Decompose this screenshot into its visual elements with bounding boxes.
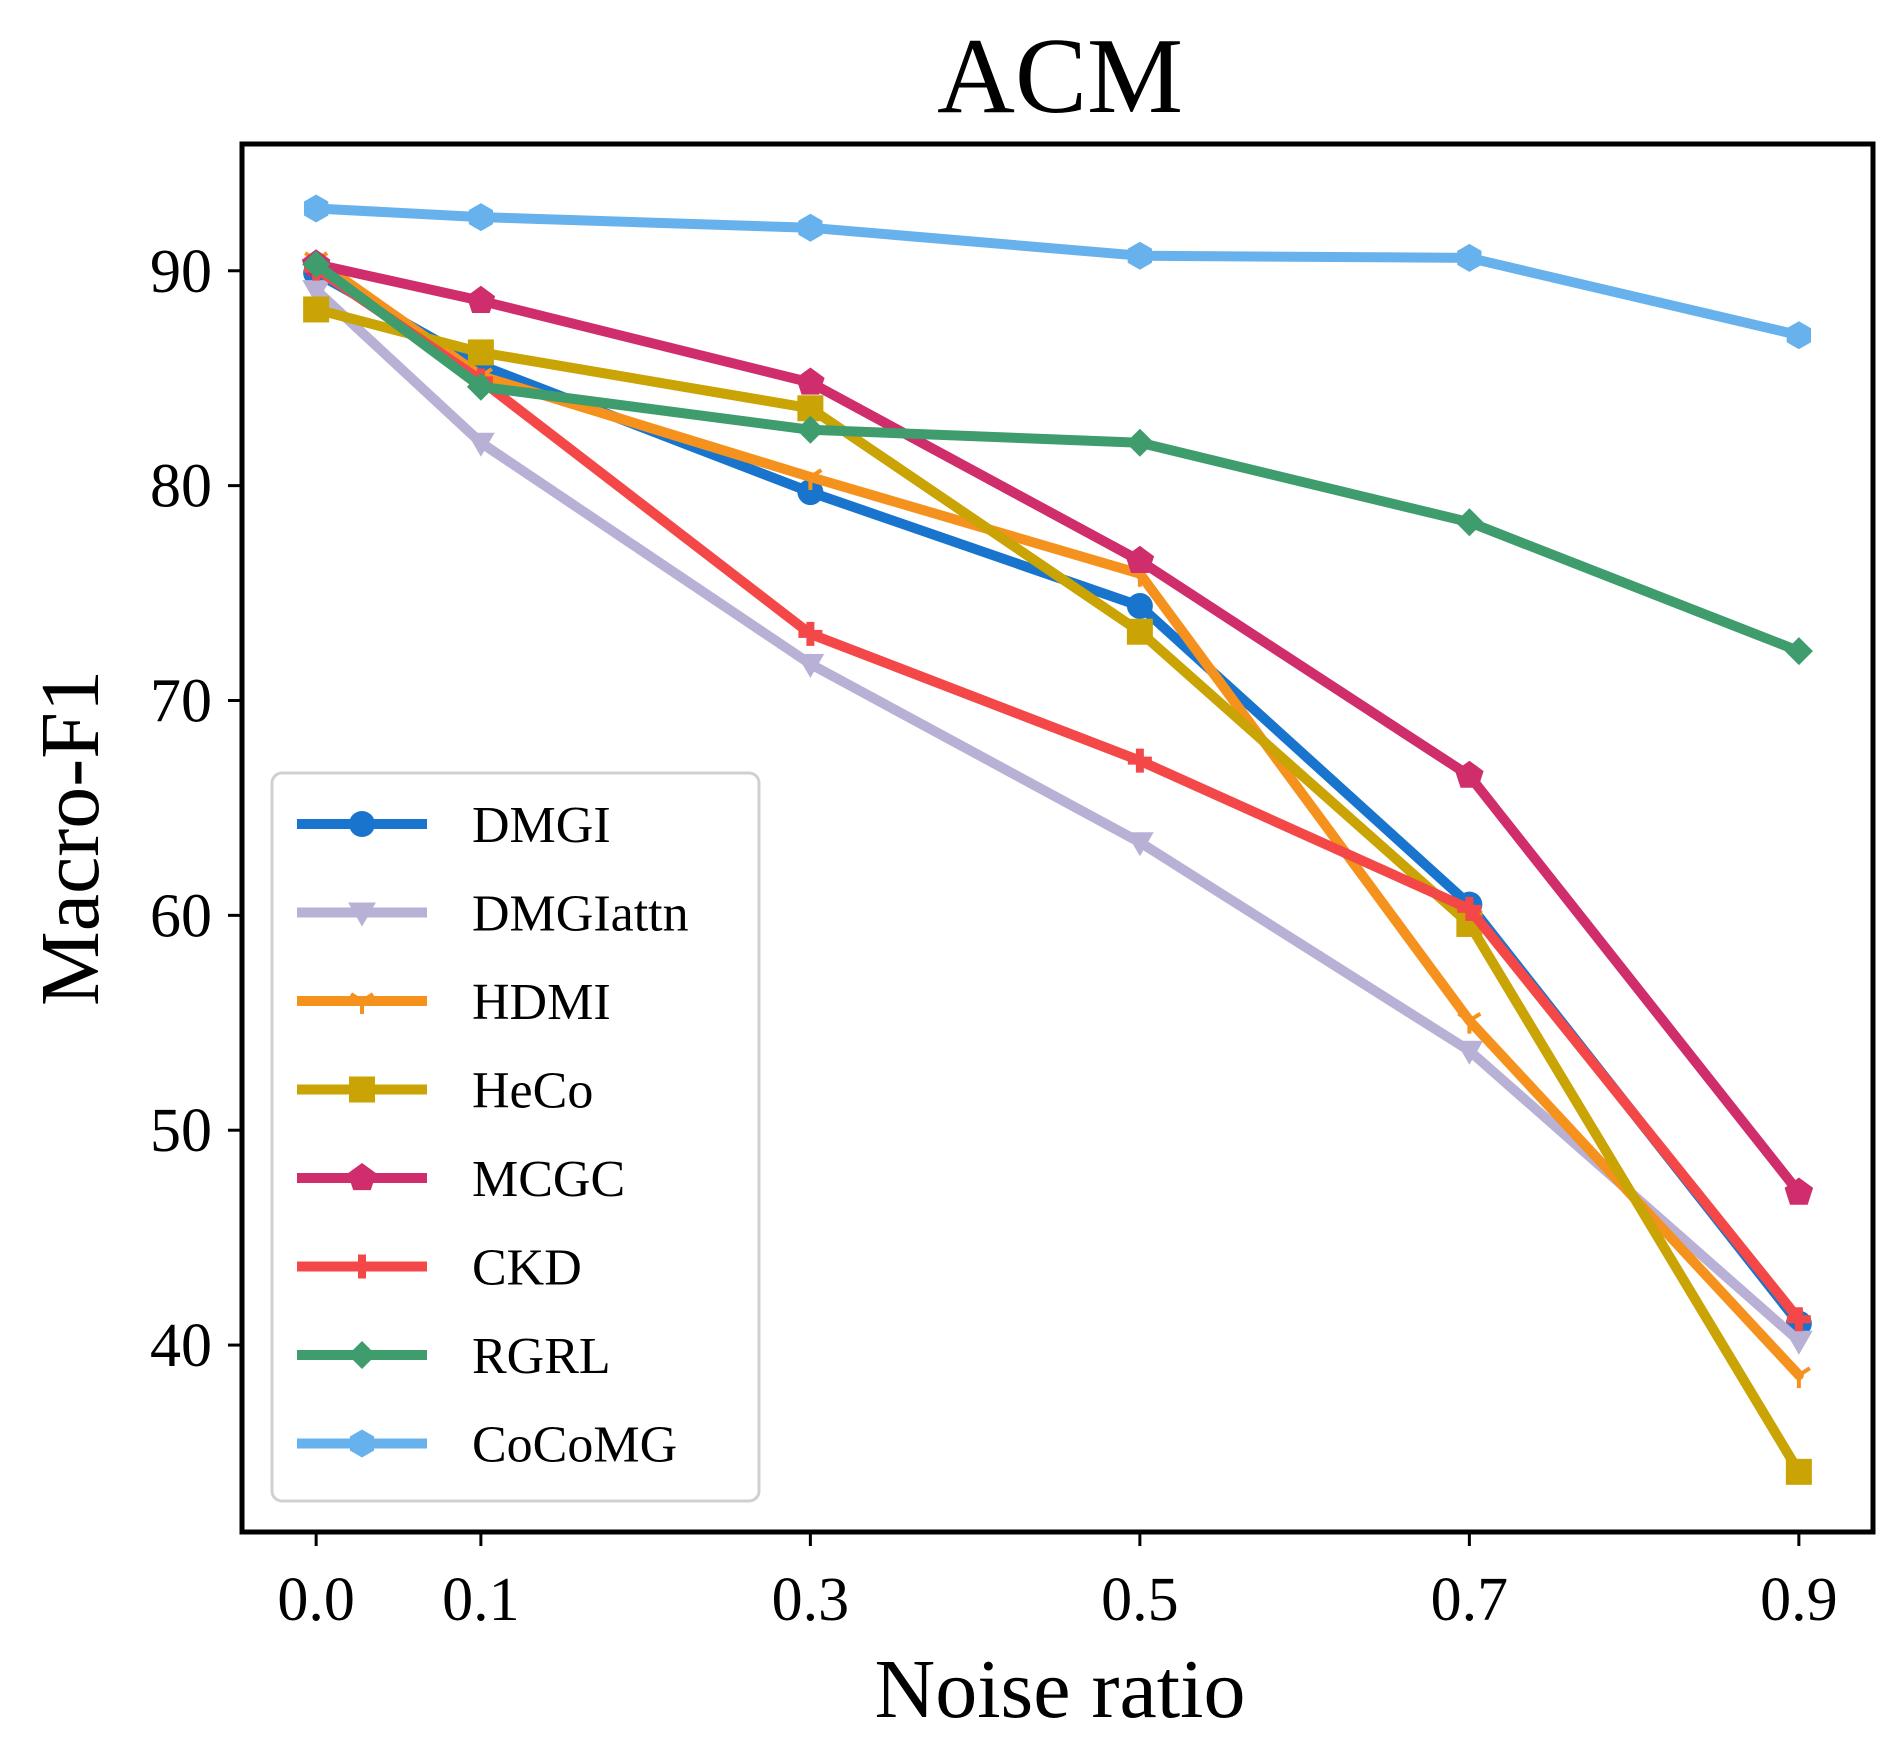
x-tick-label: 0.1 xyxy=(442,1566,520,1634)
legend-marker-cocomg xyxy=(349,1429,375,1458)
y-tick-label: 80 xyxy=(150,453,212,521)
y-axis-label: Macro-F1 xyxy=(24,670,117,1006)
y-tick-label: 70 xyxy=(150,667,212,735)
legend-label-rgrl: RGRL xyxy=(472,1328,611,1385)
legend-entry-heco: HeCo xyxy=(297,1063,593,1120)
series-line-rgrl xyxy=(311,259,1804,657)
series-line-mcgc xyxy=(311,259,1804,1198)
legend-marker-dmgiattn xyxy=(348,902,376,927)
legend-label-ckd: CKD xyxy=(472,1240,582,1297)
data-point-rgrl-0 xyxy=(302,250,331,279)
data-point-heco-3 xyxy=(1126,618,1153,645)
legend-entry-hdmi: HDMI xyxy=(297,974,611,1031)
data-point-cocomg-5 xyxy=(1786,321,1811,350)
x-axis-label: Noise ratio xyxy=(875,1643,1246,1736)
data-point-ckd-5 xyxy=(1786,1307,1811,1332)
series-line-dmgiattn xyxy=(311,285,1804,1346)
data-point-mcgc-4 xyxy=(1455,760,1484,788)
plot-frame xyxy=(239,141,1876,1535)
series-dmgiattn xyxy=(302,280,1813,1355)
data-point-mcgc-2 xyxy=(796,367,825,395)
y-tick-label: 40 xyxy=(150,1312,212,1380)
series-layer xyxy=(301,194,1814,1485)
ticks-layer: 0.0 0.1 0.3 0.5 0.7 0.9 40 50 60 70 80 90 xyxy=(150,238,1838,1634)
legend-marker-hdmi xyxy=(349,992,375,1014)
legend-label-cocomg: CoCoMG xyxy=(472,1417,677,1474)
data-point-dmgi-3 xyxy=(1126,592,1153,619)
data-point-rgrl-3 xyxy=(1125,428,1154,457)
data-point-rgrl-2 xyxy=(796,415,825,444)
data-point-hdmi-2 xyxy=(798,468,823,491)
data-point-heco-1 xyxy=(467,339,494,366)
legend: DMGI DMGIattn HDMI HeCo MCGC CKD RGRL CoCoMG xyxy=(270,771,761,1503)
legend-label-dmgi: DMGI xyxy=(472,797,611,854)
data-point-dmgiattn-2 xyxy=(796,654,825,678)
y-tick-label: 60 xyxy=(150,882,212,950)
legend-entry-dmgi: DMGI xyxy=(297,797,611,854)
data-point-cocomg-4 xyxy=(1457,243,1482,272)
x-tick-label: 0.5 xyxy=(1101,1566,1179,1634)
legend-label-mcgc: MCGC xyxy=(472,1151,625,1208)
x-tick-label: 0.3 xyxy=(772,1566,850,1634)
legend-marker-rgrl xyxy=(348,1341,376,1369)
legend-entry-ckd: CKD xyxy=(297,1240,582,1297)
data-point-ckd-3 xyxy=(1127,748,1152,773)
data-point-cocomg-3 xyxy=(1127,241,1152,270)
data-point-dmgiattn-1 xyxy=(467,432,495,457)
y-tick-label: 50 xyxy=(150,1097,212,1165)
data-point-dmgiattn-0 xyxy=(302,280,330,305)
legend-marker-ckd xyxy=(350,1254,374,1279)
data-point-mcgc-3 xyxy=(1125,545,1155,573)
data-point-rgrl-5 xyxy=(1784,637,1813,666)
y-tick-label: 90 xyxy=(150,238,212,306)
data-point-ckd-2 xyxy=(798,621,823,646)
data-point-dmgiattn-3 xyxy=(1126,832,1154,857)
legend-label-hdmi: HDMI xyxy=(472,974,611,1031)
legend-entry-dmgiattn: DMGIattn xyxy=(297,886,689,943)
series-heco xyxy=(303,296,1812,1485)
x-tick-label: 0.9 xyxy=(1760,1566,1838,1634)
data-point-mcgc-1 xyxy=(466,285,496,313)
data-point-mcgc-5 xyxy=(1784,1177,1814,1205)
series-rgrl xyxy=(302,250,1813,666)
x-tick-label: 0.7 xyxy=(1431,1566,1509,1634)
data-point-dmgi-2 xyxy=(797,479,824,506)
data-point-dmgiattn-4 xyxy=(1455,1040,1484,1065)
legend-entry-mcgc: MCGC xyxy=(297,1151,625,1208)
data-point-cocomg-0 xyxy=(304,194,329,223)
x-tick-label: 0.0 xyxy=(277,1566,355,1634)
data-point-hdmi-4 xyxy=(1457,1011,1482,1034)
series-cocomg xyxy=(304,194,1811,350)
data-point-heco-5 xyxy=(1785,1458,1812,1485)
data-point-rgrl-1 xyxy=(466,372,495,401)
legend-entry-rgrl: RGRL xyxy=(297,1328,611,1385)
series-line-heco xyxy=(311,304,1804,1477)
legend-label-heco: HeCo xyxy=(472,1063,593,1120)
data-point-heco-0 xyxy=(303,296,330,323)
legend-marker-dmgi xyxy=(349,811,375,837)
data-point-dmgiattn-5 xyxy=(1785,1330,1813,1355)
data-point-cocomg-1 xyxy=(468,203,493,232)
chart-title: ACM xyxy=(937,17,1183,136)
legend-frame xyxy=(270,771,761,1503)
data-point-cocomg-2 xyxy=(798,213,823,242)
legend-entry-cocomg: CoCoMG xyxy=(297,1417,677,1474)
data-point-rgrl-4 xyxy=(1455,508,1484,537)
legend-label-dmgiattn: DMGIattn xyxy=(472,886,689,943)
series-line-cocomg xyxy=(311,203,1804,341)
data-point-ckd-4 xyxy=(1457,896,1482,921)
legend-marker-heco xyxy=(349,1076,375,1103)
legend-marker-mcgc xyxy=(347,1163,377,1191)
data-point-hdmi-5 xyxy=(1786,1366,1811,1389)
